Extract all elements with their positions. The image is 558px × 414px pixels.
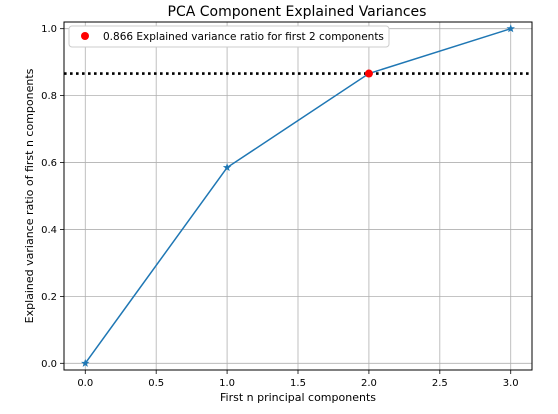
x-tick-label: 2.0: [361, 378, 377, 389]
y-tick-label: 0.2: [41, 292, 57, 303]
y-axis-ticks: 0.0 0.2 0.4 0.6 0.8 1.0: [41, 24, 64, 370]
legend-box: [68, 25, 390, 48]
x-tick-label: 1.0: [219, 378, 235, 389]
x-axis-label: First n principal components: [220, 391, 376, 404]
x-tick-label: 2.5: [432, 378, 448, 389]
y-tick-label: 0.8: [41, 91, 57, 102]
x-tick-label: 0.0: [77, 378, 93, 389]
legend-marker: [81, 32, 89, 40]
x-tick-label: 3.0: [503, 378, 519, 389]
y-tick-label: 0.6: [41, 158, 57, 169]
y-tick-label: 1.0: [41, 24, 57, 35]
x-axis-ticks: 0.0 0.5 1.0 1.5 2.0 2.5 3.0: [77, 370, 519, 389]
y-tick-label: 0.0: [41, 359, 57, 370]
series-point: [506, 24, 515, 33]
legend: 0.866 Explained variance ratio for first…: [68, 25, 390, 48]
highlight-point: [364, 69, 373, 78]
series-group: [81, 24, 515, 367]
series-point: [222, 163, 232, 172]
series-line: [84, 27, 511, 364]
chart-title: PCA Component Explained Variances: [168, 4, 427, 20]
legend-entry: 0.866 Explained variance ratio for first…: [103, 31, 384, 43]
x-tick-label: 1.5: [290, 378, 306, 389]
y-axis-label: Explained variance ratio of first n comp…: [23, 68, 36, 323]
x-tick-label: 0.5: [148, 378, 164, 389]
series-point: [81, 358, 90, 367]
y-tick-label: 0.4: [41, 225, 57, 236]
